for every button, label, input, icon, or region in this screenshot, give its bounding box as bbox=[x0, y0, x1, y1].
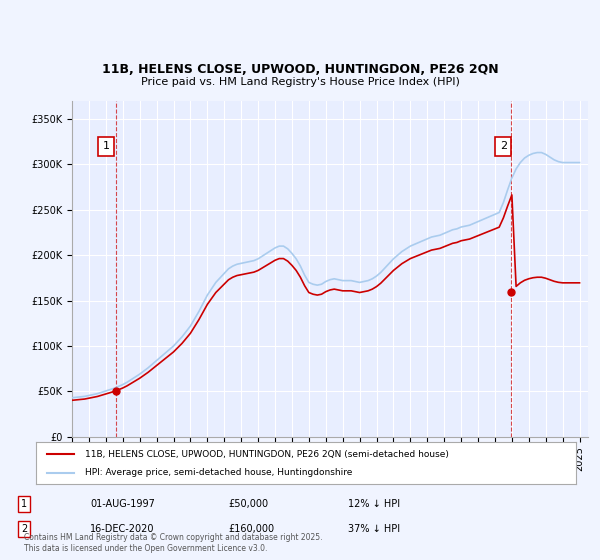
Text: 16-DEC-2020: 16-DEC-2020 bbox=[90, 524, 155, 534]
Text: 11B, HELENS CLOSE, UPWOOD, HUNTINGDON, PE26 2QN (semi-detached house): 11B, HELENS CLOSE, UPWOOD, HUNTINGDON, P… bbox=[85, 450, 448, 459]
Text: HPI: Average price, semi-detached house, Huntingdonshire: HPI: Average price, semi-detached house,… bbox=[85, 468, 352, 477]
Text: 2: 2 bbox=[21, 524, 27, 534]
Text: 2: 2 bbox=[500, 141, 507, 151]
Text: Contains HM Land Registry data © Crown copyright and database right 2025.
This d: Contains HM Land Registry data © Crown c… bbox=[24, 533, 323, 553]
Text: 1: 1 bbox=[21, 499, 27, 509]
Text: 12% ↓ HPI: 12% ↓ HPI bbox=[348, 499, 400, 509]
Text: 11B, HELENS CLOSE, UPWOOD, HUNTINGDON, PE26 2QN: 11B, HELENS CLOSE, UPWOOD, HUNTINGDON, P… bbox=[101, 63, 499, 76]
Text: 1: 1 bbox=[103, 141, 109, 151]
Text: 37% ↓ HPI: 37% ↓ HPI bbox=[348, 524, 400, 534]
Text: £160,000: £160,000 bbox=[228, 524, 274, 534]
Text: Price paid vs. HM Land Registry's House Price Index (HPI): Price paid vs. HM Land Registry's House … bbox=[140, 77, 460, 87]
Text: 01-AUG-1997: 01-AUG-1997 bbox=[90, 499, 155, 509]
Text: £50,000: £50,000 bbox=[228, 499, 268, 509]
